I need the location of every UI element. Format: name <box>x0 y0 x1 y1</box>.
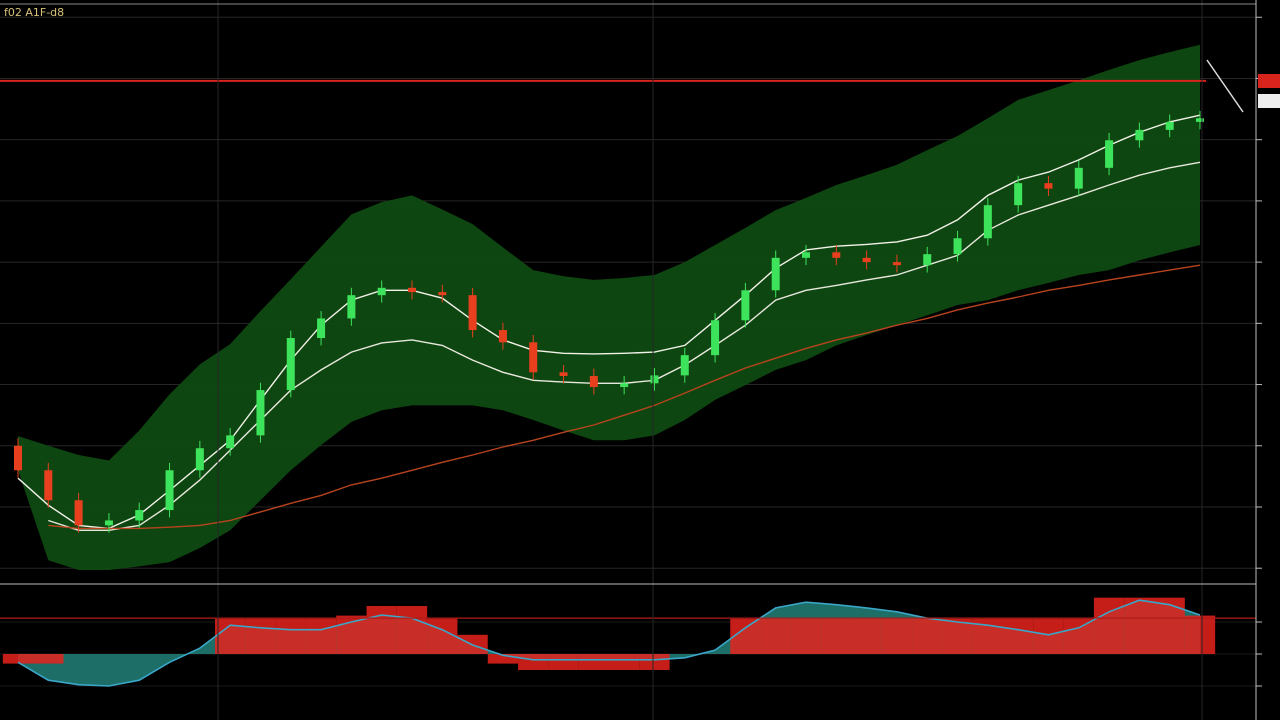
histogram-bar <box>912 618 943 654</box>
candle-body <box>953 238 962 255</box>
histogram-bar <box>245 618 276 654</box>
candle-body <box>983 205 992 239</box>
candle-body <box>104 520 113 526</box>
histogram-bar <box>639 654 670 670</box>
candle-body <box>195 448 204 471</box>
histogram-bar <box>1184 615 1216 654</box>
histogram-bar <box>1003 618 1034 654</box>
candle-body <box>559 372 568 376</box>
candle-body <box>802 252 810 258</box>
candle-body <box>741 290 750 321</box>
histogram-bar <box>578 654 609 670</box>
histogram-bar <box>1154 597 1185 654</box>
histogram-bar <box>305 618 337 654</box>
candle-body <box>286 338 295 391</box>
candle-body <box>226 435 235 449</box>
candle-body <box>14 445 22 471</box>
candle-body <box>347 295 356 319</box>
candle-body <box>377 287 386 296</box>
candle-body <box>1074 167 1083 189</box>
histogram-bar <box>881 618 913 654</box>
candle-body <box>1014 183 1023 206</box>
candle-body <box>468 295 477 331</box>
moving-average <box>17 114 1201 530</box>
candle-body <box>74 500 83 526</box>
candle-body <box>1105 140 1114 168</box>
candle-body <box>1135 129 1144 141</box>
histogram-bar <box>851 618 882 654</box>
price-panel <box>0 16 1262 571</box>
histogram-bar <box>275 618 306 654</box>
candle-body <box>892 262 901 266</box>
candle-body <box>529 342 538 373</box>
candle-body <box>256 390 265 436</box>
candle-body <box>1196 118 1204 122</box>
moving-average <box>48 264 1201 530</box>
candle-body <box>832 252 841 258</box>
candle-body <box>620 383 629 387</box>
histogram-bar <box>396 606 428 654</box>
histogram-bar <box>730 618 761 654</box>
candle-body <box>135 510 144 521</box>
cursor-line <box>1206 59 1244 113</box>
histogram-bar <box>790 618 822 654</box>
candle-body <box>862 257 871 263</box>
histogram-bar <box>548 654 579 670</box>
histogram-bar <box>487 654 519 664</box>
candle-body <box>1044 183 1053 189</box>
candle-body <box>438 292 447 296</box>
band-area <box>18 44 1200 571</box>
candle-body <box>1165 121 1174 130</box>
histogram-bar <box>1124 597 1155 654</box>
chart-title: f02 A1F-d8 <box>4 6 64 19</box>
histogram-bar <box>821 618 852 654</box>
candle-body <box>165 470 174 511</box>
histogram-bar <box>518 654 549 670</box>
histogram-bar <box>1033 618 1064 654</box>
candle-body <box>317 318 326 339</box>
oscillator-panel <box>0 597 1262 687</box>
histogram-bar <box>760 618 791 654</box>
candle-body <box>923 254 932 266</box>
candle-body <box>498 330 507 343</box>
histogram-bar <box>366 606 397 654</box>
candle-body <box>44 470 53 501</box>
candle-body <box>408 287 416 293</box>
histogram-bar <box>427 618 458 654</box>
price-tag <box>1258 74 1280 88</box>
price-tag <box>1258 94 1280 108</box>
histogram-bar <box>1093 597 1125 654</box>
candle-body <box>771 257 780 291</box>
histogram-bar <box>609 654 640 670</box>
histogram-bar <box>2 654 34 664</box>
candle-body <box>680 355 689 376</box>
candle-body <box>650 375 659 384</box>
oscillator-line <box>17 599 1201 687</box>
histogram-bar <box>1063 618 1094 654</box>
candle-body <box>589 375 598 387</box>
histogram-bar <box>33 654 64 664</box>
histogram-bar <box>942 618 973 654</box>
candle-body <box>711 320 720 356</box>
histogram-bar <box>215 618 246 654</box>
